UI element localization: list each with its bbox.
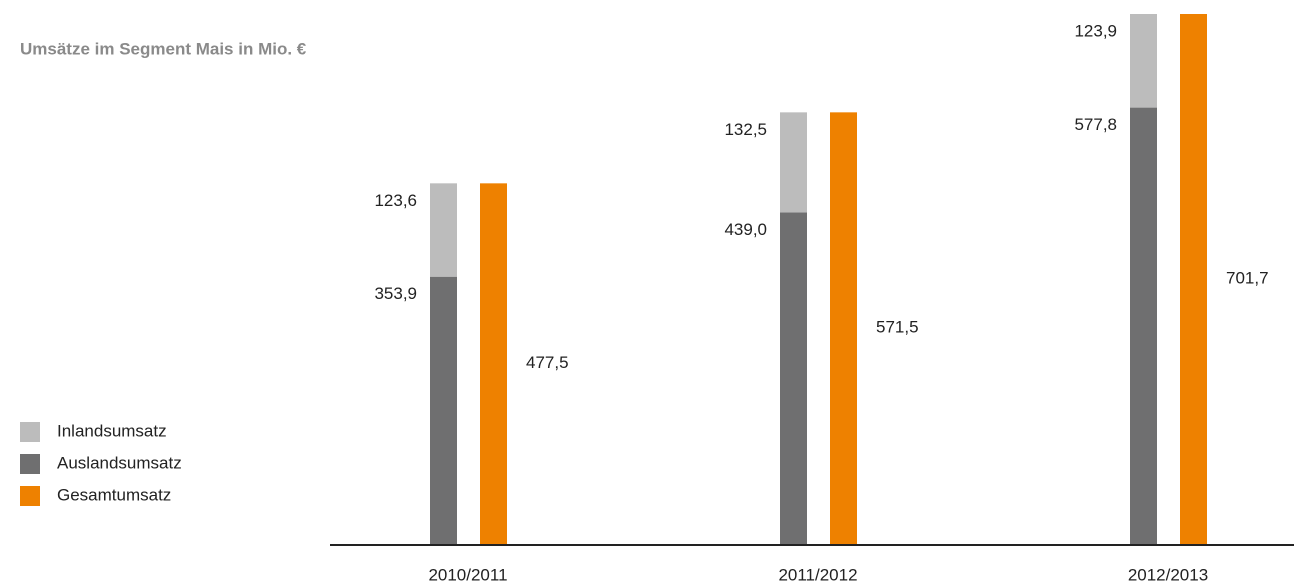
value-label: 577,8 [1074,115,1117,134]
legend-label: Gesamtumsatz [57,485,171,504]
legend-label: Auslandsumsatz [57,453,182,472]
value-label: 477,5 [526,353,569,372]
bar-segment [430,276,457,544]
bar-segment [1130,14,1157,108]
value-label: 123,6 [374,191,417,210]
chart-title: Umsätze im Segment Mais in Mio. € [20,39,307,58]
x-tick-label: 2012/2013 [1128,565,1208,582]
bar-segment [780,112,807,213]
legend-swatch [20,486,40,506]
x-tick-label: 2011/2012 [778,565,857,582]
bar [830,112,857,544]
value-label: 439,0 [724,220,767,239]
value-label: 132,5 [724,120,767,139]
value-label: 701,7 [1226,268,1269,287]
x-tick-label: 2010/2011 [428,565,507,582]
value-label: 123,9 [1074,21,1117,40]
bar [480,183,507,544]
bar-segment [1130,107,1157,544]
value-label: 353,9 [374,284,417,303]
bar-segment [780,212,807,544]
legend-swatch [20,454,40,474]
bar-segment [430,183,457,277]
value-label: 571,5 [876,318,919,337]
legend-swatch [20,422,40,442]
bar [1180,14,1207,544]
legend-label: Inlandsumsatz [57,421,167,440]
